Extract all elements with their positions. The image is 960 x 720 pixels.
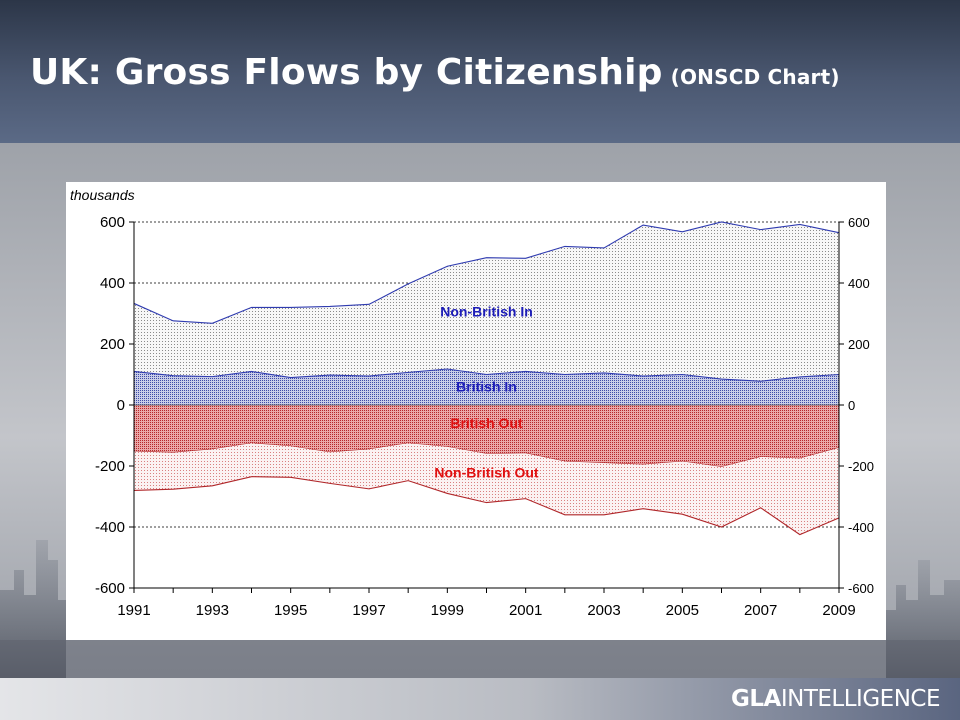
title-subtitle: (ONSCD Chart)	[670, 65, 840, 89]
y-tick-label-left: -200	[95, 458, 125, 475]
brand-gla: GLA	[731, 686, 781, 712]
non-british-out-label: Non-British Out	[434, 465, 539, 481]
british-in-label: British In	[456, 378, 517, 394]
title-banner: UK: Gross Flows by Citizenship (ONSCD Cha…	[0, 0, 960, 143]
british-in-line	[133, 368, 840, 382]
y-tick-label-left: 0	[117, 397, 125, 414]
slide-title: UK: Gross Flows by Citizenship (ONSCD Cha…	[30, 52, 840, 93]
british-in-area	[134, 369, 839, 405]
y-tick-label-right: 0	[848, 398, 855, 413]
series-labels: Non-British In British In British Out Non-B…	[434, 304, 539, 481]
x-tick-label: 2001	[509, 602, 542, 619]
y-tick-label-left: -600	[95, 580, 125, 597]
city-skyline-image	[0, 540, 960, 678]
x-tick-label: 1999	[431, 602, 464, 619]
chart-svg: thousands 600 400 200 0 -200 -400 -600 600 400 20…	[70, 187, 874, 619]
x-tick-label: 2009	[822, 602, 855, 619]
gla-intelligence-logo: GLAINTELLIGENCE	[731, 686, 940, 712]
x-tick-label: 1991	[117, 602, 150, 619]
british-out-label: British Out	[450, 415, 523, 431]
y-tick-label-right: -600	[848, 581, 874, 596]
x-tick-label: 1997	[352, 602, 385, 619]
non-british-out-line	[133, 476, 840, 536]
y-tick-label-right: 200	[848, 337, 870, 352]
x-tick-label: 2007	[744, 602, 777, 619]
y-unit-label: thousands	[70, 187, 135, 203]
x-tick-label: 1993	[196, 602, 229, 619]
y-tick-label-right: 400	[848, 276, 870, 291]
x-tick-label: 2005	[666, 602, 699, 619]
non-british-in-area	[134, 222, 839, 382]
y-tick-label-right: 600	[848, 215, 870, 230]
y-tick-label-left: -400	[95, 519, 125, 536]
non-british-out-area	[134, 443, 839, 535]
british-out-area	[134, 405, 839, 467]
x-tick-label: 1995	[274, 602, 307, 619]
y-tick-label-left: 200	[100, 336, 125, 353]
brand-intelligence: INTELLIGENCE	[780, 686, 941, 712]
non-british-in-line	[133, 221, 840, 324]
chart-panel: thousands 600 400 200 0 -200 -400 -600 600 400 20…	[66, 182, 886, 640]
y-tick-label-left: 400	[100, 275, 125, 292]
title-main: UK: Gross Flows by Citizenship	[30, 52, 663, 93]
area-series	[133, 221, 840, 536]
footer-bar: GLAINTELLIGENCE	[0, 678, 960, 720]
y-tick-label-right: -400	[848, 520, 874, 535]
x-tick-label: 2003	[587, 602, 620, 619]
axes: 600 400 200 0 -200 -400 -600 600 400 200 0 -200 -400…	[95, 214, 874, 619]
y-tick-label-right: -200	[848, 459, 874, 474]
y-tick-label-left: 600	[100, 214, 125, 231]
non-british-in-label: Non-British In	[440, 304, 533, 320]
